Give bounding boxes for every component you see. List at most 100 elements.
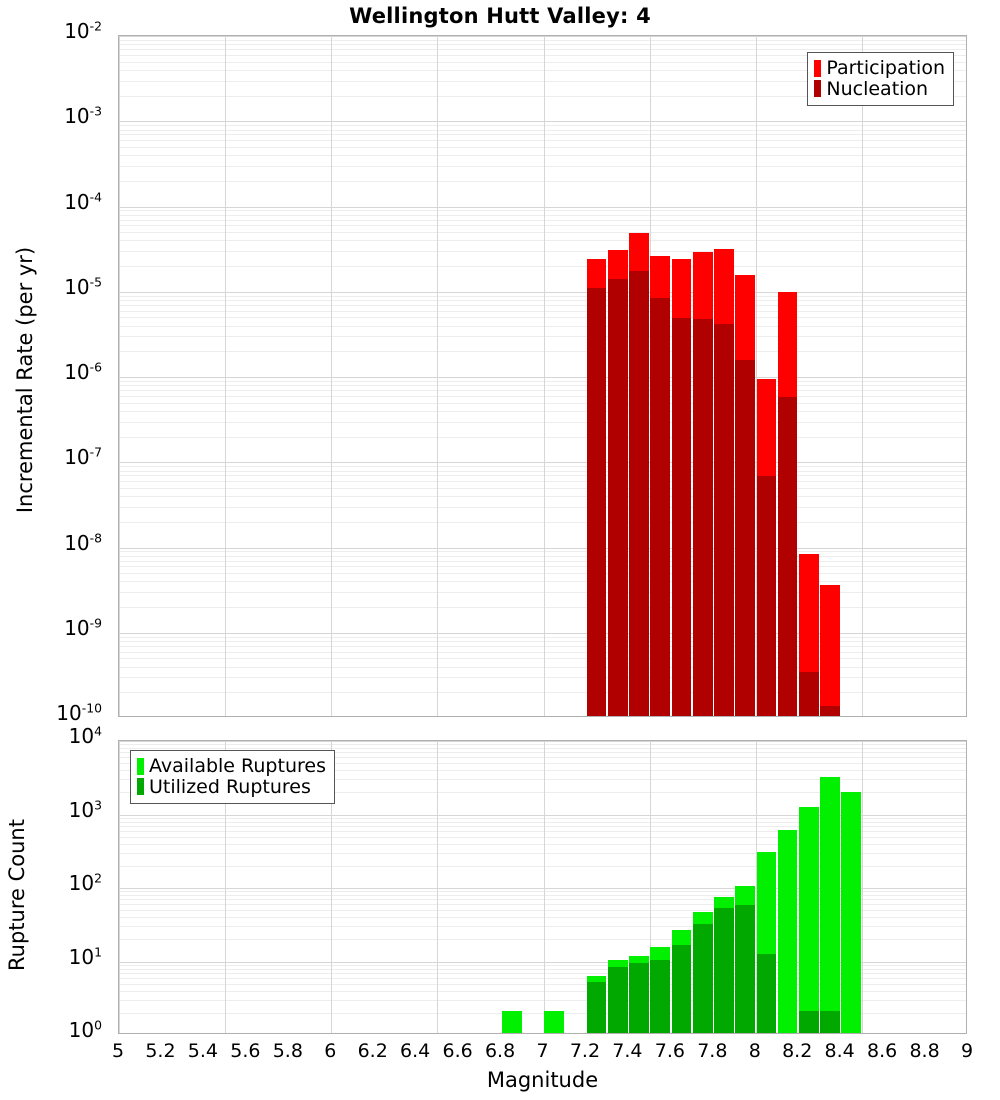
x-axis-tick-label: 7.8 (697, 1040, 728, 1062)
x-axis-tick-label: 8.6 (866, 1040, 898, 1062)
gridline-minor (119, 481, 966, 482)
gridline-minor (119, 215, 966, 216)
gridline-major (119, 633, 966, 634)
bar (820, 585, 840, 716)
bar (841, 792, 862, 1033)
gridline-major (119, 36, 966, 37)
gridline-minor (119, 939, 966, 940)
x-axis-tick-label: 7.2 (569, 1040, 601, 1062)
gridline-major (119, 462, 966, 463)
bar (586, 981, 607, 1033)
bottom-panel-y-axis-label: Rupture Count (5, 819, 29, 971)
legend-swatch-participation (814, 59, 822, 77)
gridline-minor (119, 566, 966, 567)
gridline-major-vertical (650, 741, 651, 1033)
gridline-minor (119, 125, 966, 126)
legend-label-utilized-ruptures: Utilized Ruptures (149, 775, 311, 798)
bar (629, 962, 649, 1033)
bottom-panel-plot-area: Available Ruptures Utilized Ruptures (118, 740, 967, 1034)
y-axis-tick-label: 10-8 (64, 529, 102, 555)
y-axis-tick-label: 104 (68, 723, 102, 748)
gridline-major (119, 815, 966, 816)
legend-label-nucleation: Nucleation (826, 77, 929, 100)
bar (756, 953, 777, 1033)
gridline-minor (119, 471, 966, 472)
gridline-minor (119, 818, 966, 819)
gridline-minor (119, 232, 966, 233)
bar (820, 706, 840, 716)
x-axis-tick-label: 8.8 (909, 1040, 940, 1062)
gridline-minor (119, 317, 966, 318)
gridline-major (119, 962, 966, 963)
bar (629, 271, 649, 716)
gridline-minor (119, 637, 966, 638)
gridline-minor (119, 770, 966, 771)
x-axis-tick-label: 8.4 (824, 1040, 855, 1062)
x-axis-tick-label: 5.6 (230, 1040, 261, 1062)
gridline-minor (119, 826, 966, 827)
gridline-minor (119, 522, 966, 523)
gridline-minor (119, 140, 966, 141)
gridline-minor (119, 488, 966, 489)
gridline-minor (119, 792, 966, 793)
y-axis-tick-label: 10-7 (64, 444, 102, 470)
x-axis-tick-label: 6.4 (400, 1040, 431, 1062)
y-axis-tick-label: 10-5 (64, 274, 102, 299)
bottom-panel-bars (119, 741, 966, 1033)
bar (798, 671, 819, 716)
gridline-minor (119, 181, 966, 182)
gridline-minor (119, 44, 966, 45)
gridline-minor (119, 853, 966, 854)
gridline-minor (119, 300, 966, 301)
top-panel-plot-area: Participation Nucleation (118, 35, 967, 717)
bottom-panel-legend: Available Ruptures Utilized Ruptures (130, 750, 335, 805)
gridline-minor (119, 55, 966, 56)
gridline-major (119, 377, 966, 378)
gridline-minor (119, 837, 966, 838)
gridline-minor (119, 351, 966, 352)
gridline-minor (119, 422, 966, 423)
gridline-minor (119, 677, 966, 678)
gridline-major-vertical (225, 741, 226, 1033)
x-axis-tick-label: 7 (536, 1040, 549, 1062)
gridline-minor (119, 581, 966, 582)
gridline-major-vertical (862, 36, 863, 716)
gridline-minor (119, 757, 966, 758)
x-axis-tick-label: 7.6 (654, 1040, 685, 1062)
gridline-minor (119, 62, 966, 63)
top-panel-bars (119, 36, 966, 716)
legend-swatch-nucleation (814, 80, 822, 98)
top-panel-legend: Participation Nucleation (807, 52, 954, 107)
gridline-minor (119, 40, 966, 41)
bar (777, 830, 798, 1033)
top-panel-gridlines (119, 36, 966, 716)
gridline-minor (119, 155, 966, 156)
gridline-minor (119, 965, 966, 966)
x-axis-tick-label: 9 (960, 1040, 974, 1062)
gridline-minor (119, 744, 966, 745)
gridline-minor (119, 411, 966, 412)
bar (735, 905, 755, 1033)
y-axis-tick-label: 102 (68, 870, 102, 895)
y-axis-tick-label: 10-4 (64, 188, 102, 214)
legend-label-available-ruptures: Available Ruptures (149, 755, 326, 777)
gridline-minor (119, 973, 966, 974)
gridline-minor (119, 779, 966, 780)
gridline-minor (119, 607, 966, 608)
gridline-minor (119, 556, 966, 557)
x-axis-tick-label: 5 (111, 1040, 125, 1062)
bottom-panel-gridlines (119, 741, 966, 1033)
bar (735, 360, 755, 716)
gridline-major-vertical (862, 741, 863, 1033)
gridline-minor (119, 496, 966, 497)
bar (714, 908, 734, 1033)
gridline-minor (119, 692, 966, 693)
gridline-minor (119, 147, 966, 148)
gridline-major-vertical (756, 36, 757, 716)
bar (650, 298, 671, 716)
gridline-minor (119, 1000, 966, 1001)
gridline-minor (119, 926, 966, 927)
gridline-major-vertical (437, 36, 438, 716)
gridline-minor (119, 507, 966, 508)
y-axis-tick-label: 10-10 (56, 700, 102, 725)
